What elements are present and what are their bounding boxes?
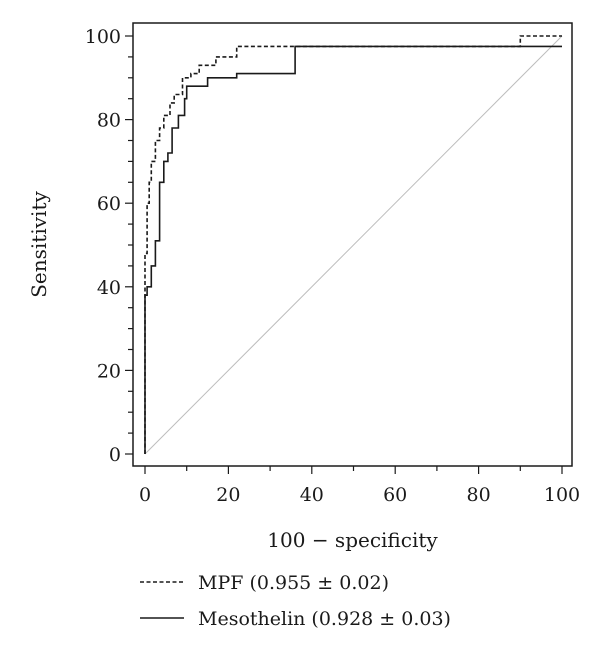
y-tick-label: 20 [97,360,121,382]
x-tick-label: 0 [139,484,151,506]
series-line-mesothelin [144,45,562,454]
y-tick-label: 60 [97,193,121,215]
y-tick-label: 40 [97,277,121,299]
x-tick-label: 80 [467,484,491,506]
plot-area: 0 20 40 60 80 100 0 20 40 60 80 100 [85,22,580,506]
reference-diagonal-line [144,35,563,455]
y-tick-label: 80 [97,110,121,132]
y-tick-label: 100 [85,26,121,48]
x-axis-title: 100 − specificity [267,528,438,552]
x-tick-label: 100 [544,484,580,506]
x-tick-label: 20 [216,484,240,506]
legend-label-mesothelin: Mesothelin (0.928 ± 0.03) [198,608,451,630]
x-tick-label: 40 [300,484,324,506]
y-tick-label: 0 [109,444,121,466]
series-line-mpf [144,35,562,454]
legend: MPF (0.955 ± 0.02) Mesothelin (0.928 ± 0… [140,572,451,630]
legend-label-mpf: MPF (0.955 ± 0.02) [198,572,389,594]
y-axis-title: Sensitivity [27,191,51,298]
x-tick-label: 60 [383,484,407,506]
